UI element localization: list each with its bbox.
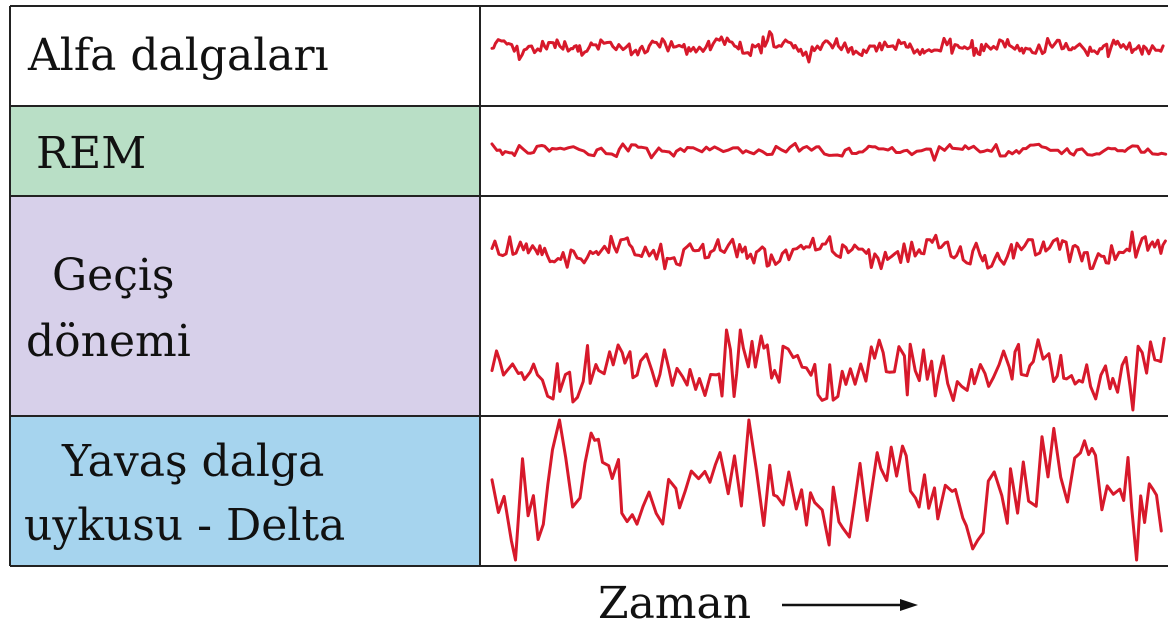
eeg-wave-rem	[490, 142, 1168, 162]
label-transition-line1: Geçiş	[52, 250, 174, 301]
label-alpha-waves: Alfa dalgaları	[27, 30, 329, 81]
eeg-wave-alpha	[490, 30, 1165, 64]
label-delta-line1: Yavaş dalga	[61, 436, 324, 487]
row-bg-alpha	[10, 6, 480, 106]
row-bg-rem	[10, 106, 480, 196]
row-bg-delta	[10, 416, 480, 566]
eeg-wave-transition-lower	[490, 328, 1166, 412]
time-arrow-head-icon	[900, 599, 918, 611]
label-transition-line2: dönemi	[26, 316, 191, 367]
eeg-wave-transition-upper	[490, 230, 1167, 271]
row-bg-transition	[10, 196, 480, 416]
label-delta-line2: uykusu - Delta	[24, 500, 345, 551]
time-axis-label: Zaman	[598, 578, 751, 628]
eeg-wave-delta	[490, 418, 1163, 562]
label-rem: REM	[36, 128, 146, 179]
